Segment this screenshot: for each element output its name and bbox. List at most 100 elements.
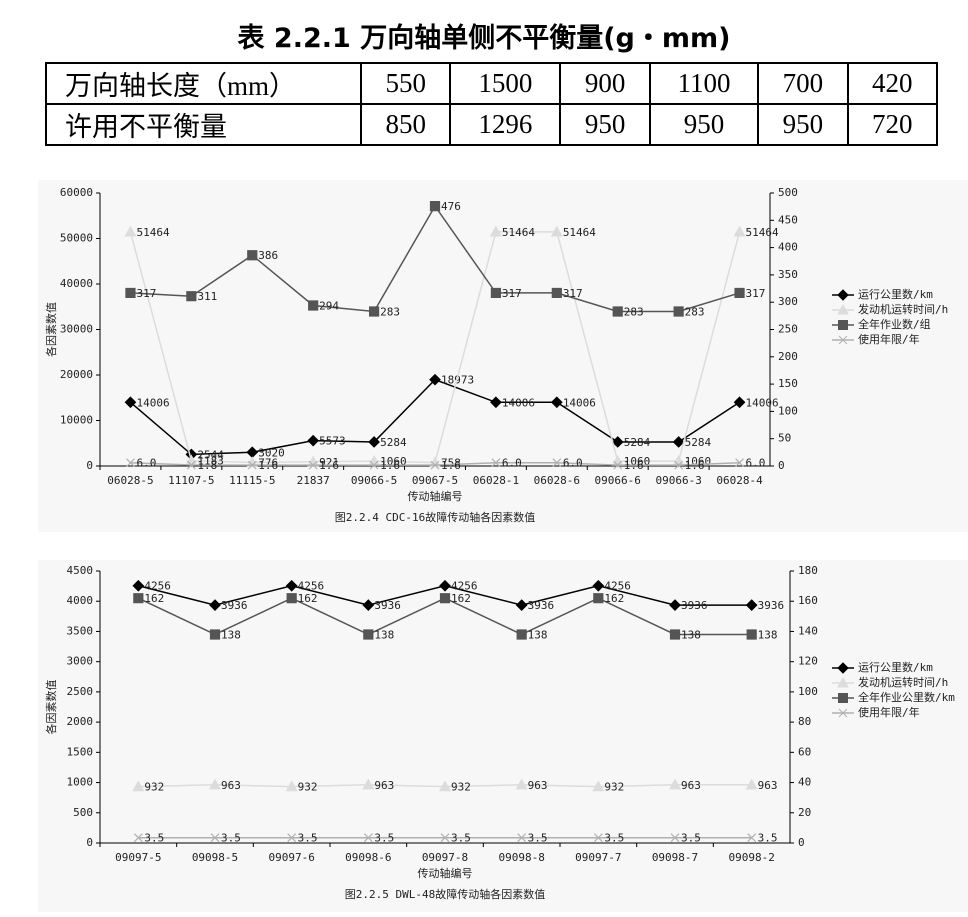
marker [124,396,137,409]
marker [550,396,563,409]
data-label: 1.6 [441,459,461,472]
marker [551,287,562,299]
data-label: 3936 [221,599,248,612]
data-label: 283 [624,305,644,318]
data-label: 18973 [441,374,474,387]
chart-caption: 图2.2.4 CDC-16故障传动轴各因素数值 [335,510,535,524]
marker [670,833,680,843]
data-label: 283 [380,305,400,318]
data-label: 51464 [563,226,596,239]
x-tick-label: 11107-5 [168,474,214,487]
legend-marker [838,693,848,703]
marker [674,460,684,470]
data-label: 1.6 [685,459,705,472]
data-label: 51464 [502,226,535,239]
marker [439,593,451,604]
data-label: 4256 [144,580,171,593]
marker [186,460,196,470]
data-label: 51464 [746,226,779,239]
y2-tick-label: 200 [778,350,798,363]
table-cell: 900 [559,62,651,105]
x-tick-label: 09098-8 [498,851,544,864]
data-label: 963 [528,779,548,792]
marker [287,833,297,843]
data-label: 283 [685,305,705,318]
legend-label: 使用年限/年 [858,705,920,719]
marker [429,373,441,386]
data-label: 3936 [374,599,401,612]
legend-label: 全年作业公里数/km [858,690,955,704]
table-cell: 850 [359,103,452,146]
y-tick-label: 60000 [60,186,93,199]
data-label: 386 [258,249,278,262]
data-label: 476 [441,200,461,213]
x-tick-label: 09098-2 [728,851,774,864]
marker [368,436,380,448]
y-tick-label: 1500 [67,745,94,758]
data-label: 1.6 [624,459,644,472]
marker [552,458,562,468]
data-label: 3020 [258,446,285,459]
table-title: 表 2.2.1 万向轴单侧不平衡量(g・mm) [237,23,731,54]
data-label: 4256 [451,580,478,593]
marker [132,579,145,592]
marker [517,833,527,843]
marker [747,833,757,843]
data-label: 14006 [136,396,169,409]
table-cell: 950 [559,103,651,146]
data-label: 138 [374,628,394,641]
marker [668,778,682,790]
marker [491,458,501,468]
y-tick-label: 0 [86,459,93,472]
y-tick-label: 30000 [60,323,93,336]
y2-tick-label: 100 [798,685,818,698]
data-label: 3.5 [298,832,318,845]
marker [669,629,681,640]
marker [733,225,746,237]
legend-label: 运行公里数/km [858,288,933,301]
marker [672,436,685,448]
marker [490,287,502,299]
marker [126,458,135,468]
marker [593,833,603,843]
y2-tick-label: 180 [798,564,818,577]
marker [368,306,380,317]
marker [592,579,605,592]
y2-tick-label: 140 [798,624,818,637]
data-label: 963 [374,779,394,792]
marker [735,458,744,468]
data-label: 317 [502,287,522,300]
data-label: 963 [758,779,778,792]
y2-tick-label: 40 [798,776,811,789]
marker [308,460,318,470]
x-tick-label: 09098-6 [345,851,391,864]
table-cell: 1100 [648,62,760,105]
y-tick-label: 0 [86,836,93,849]
marker [133,833,143,843]
table-cell: 950 [648,103,760,146]
marker [209,629,221,640]
y2-tick-label: 60 [798,745,811,758]
data-label: 162 [298,592,318,605]
y-tick-label: 3000 [67,655,94,668]
marker [613,460,623,470]
data-label: 51464 [136,226,169,239]
x-tick-label: 09097-5 [115,851,161,864]
legend-marker [838,335,848,345]
data-label: 5573 [319,435,346,448]
y2-tick-label: 0 [778,459,785,472]
x-tick-label: 09066-3 [655,474,701,487]
data-label: 3.5 [758,832,778,845]
data-label: 932 [451,781,471,794]
marker [363,833,373,843]
data-label: 3936 [528,599,555,612]
marker [515,599,528,611]
marker [430,460,440,470]
table-cell: 550 [359,62,452,105]
x-tick-label: 09066-5 [351,474,397,487]
data-label: 317 [746,287,766,300]
data-label: 3.5 [221,832,241,845]
y-tick-label: 2500 [67,685,94,698]
table-cell: 万向轴长度（mm） [45,62,362,105]
data-label: 4256 [298,580,325,593]
